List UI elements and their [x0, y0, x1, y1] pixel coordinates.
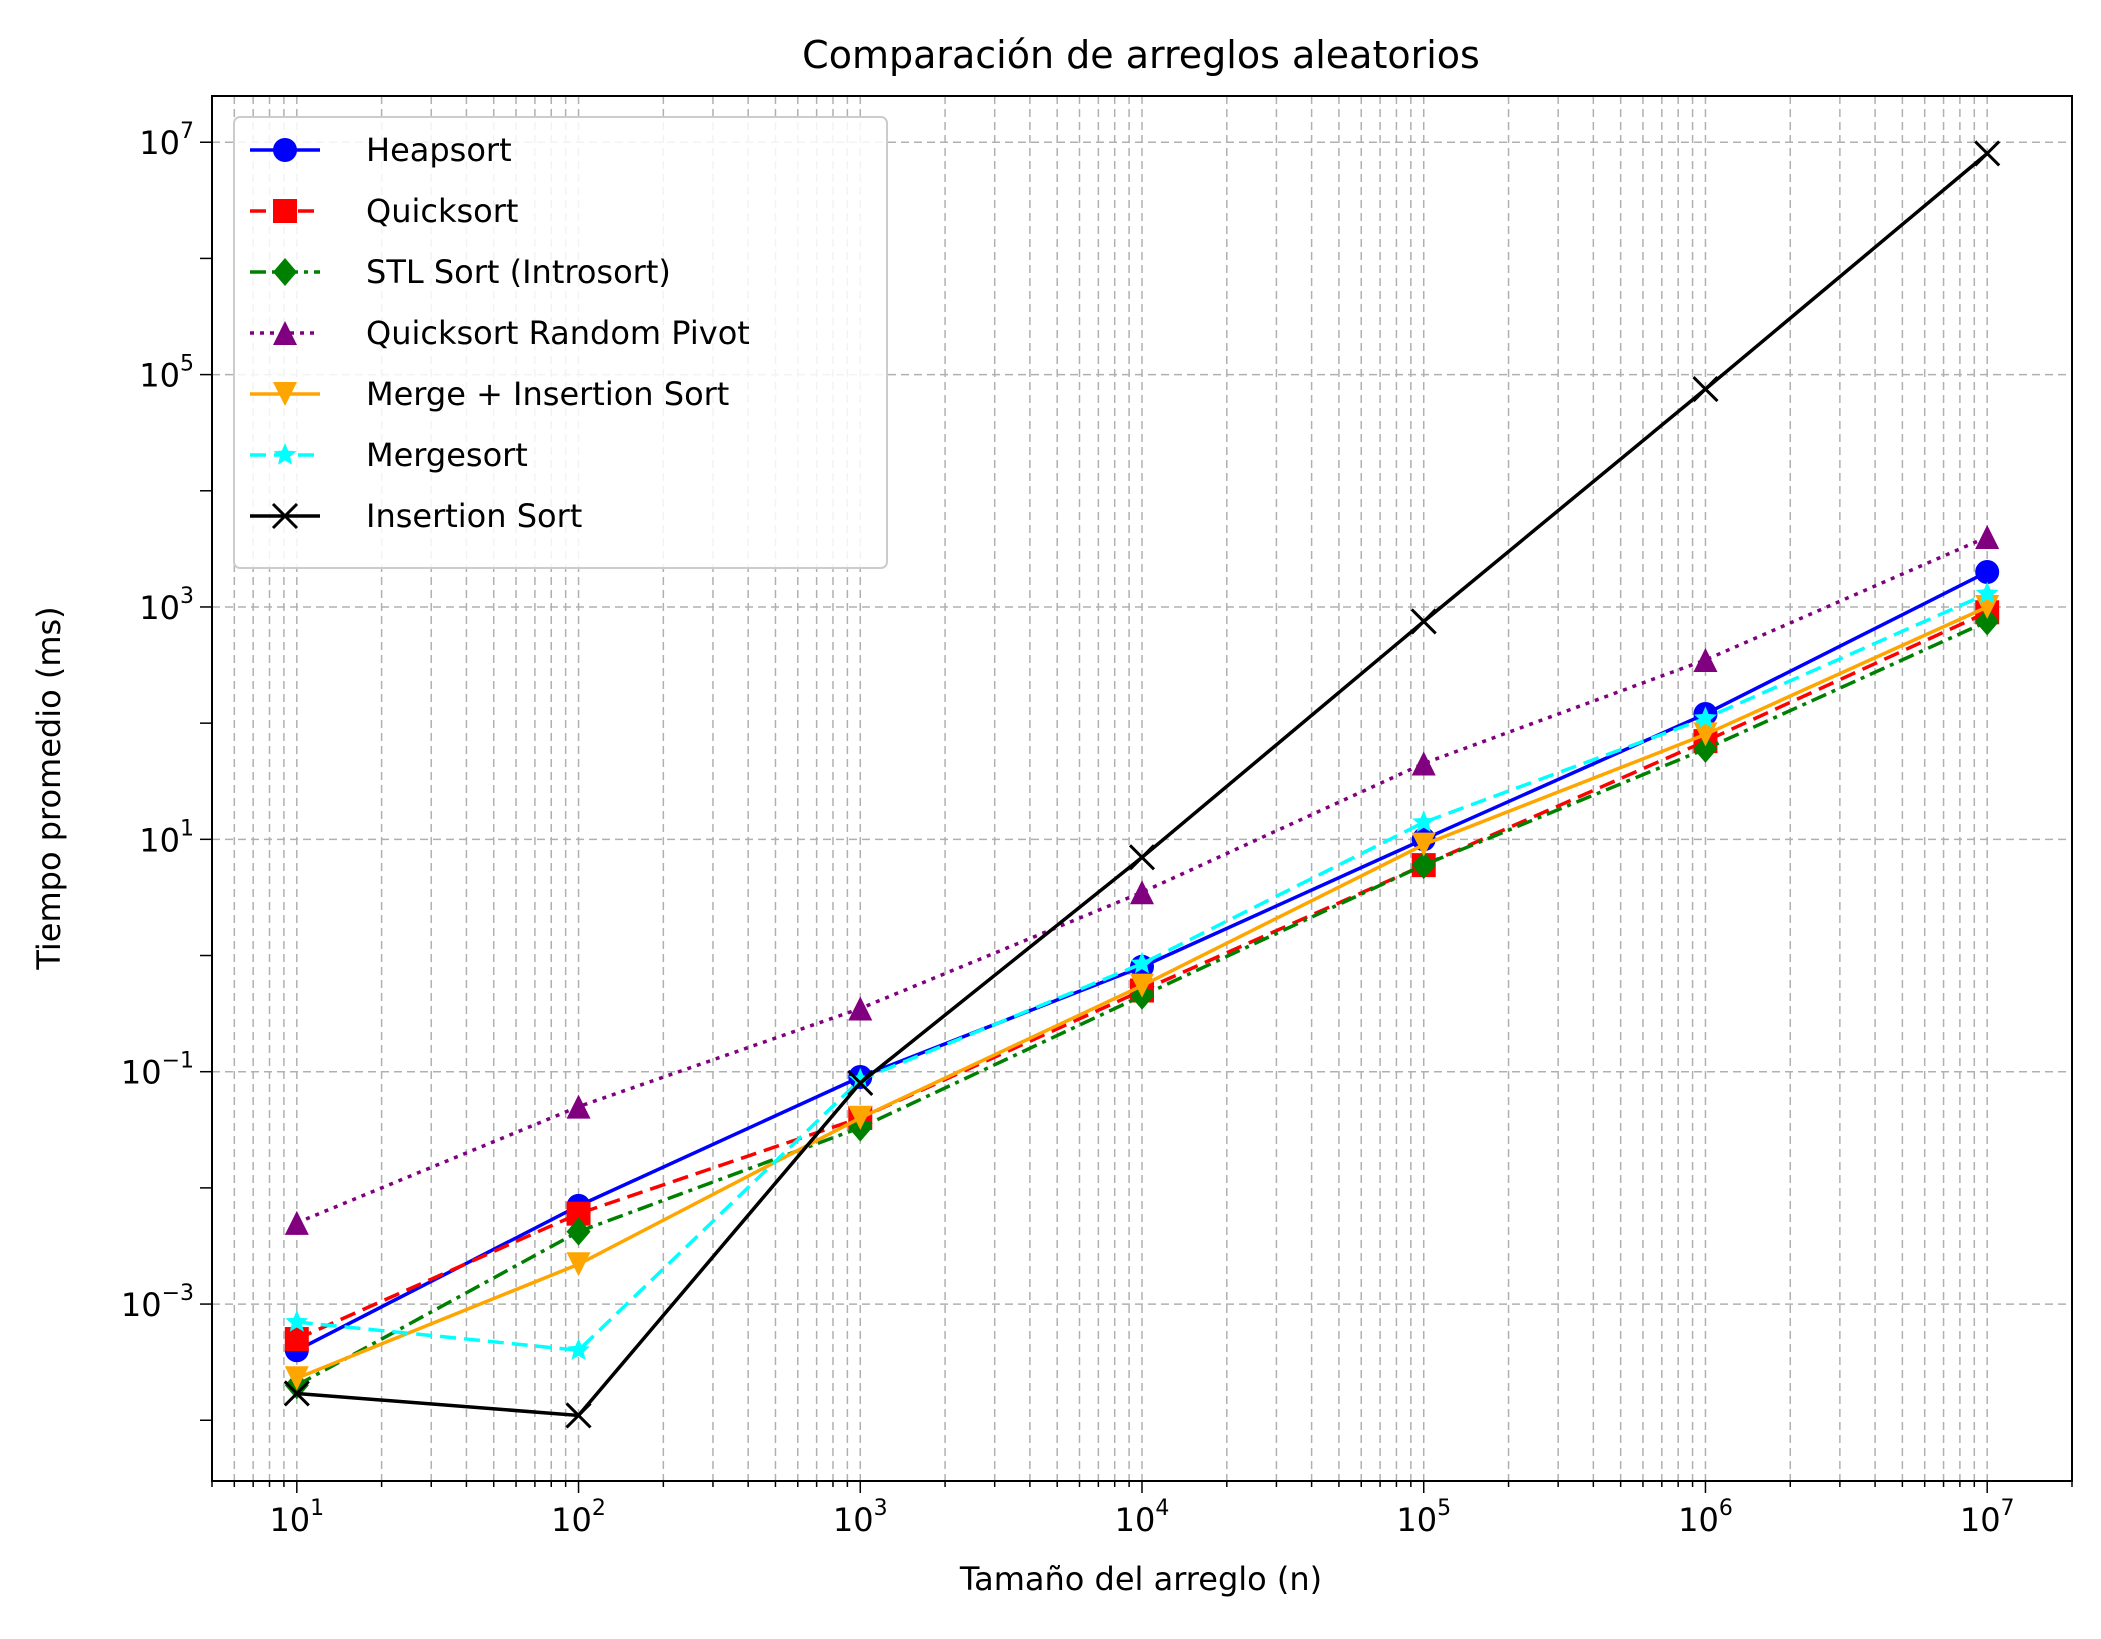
data-point — [1130, 880, 1154, 905]
data-point — [1975, 559, 2000, 584]
legend-marker — [273, 138, 297, 162]
series-layer — [283, 140, 2001, 1429]
data-point — [847, 1069, 874, 1097]
legend-marker — [273, 321, 297, 345]
data-point — [1694, 706, 1717, 729]
data-point — [848, 996, 873, 1021]
data-point — [1975, 581, 1999, 604]
x-tick-label: 104 — [1115, 1496, 1170, 1539]
legend-entry: STL Sort (Introsort) — [250, 253, 671, 291]
legend-entry: Mergesort — [250, 436, 528, 474]
y-tick-label: 107 — [139, 119, 194, 162]
x-tick-label: 102 — [551, 1496, 606, 1539]
series-quicksort-random-pivot — [284, 525, 2000, 1235]
legend-label: Merge + Insertion Sort — [366, 375, 729, 413]
legend-entry: Heapsort — [250, 131, 512, 169]
legend-marker — [273, 258, 297, 286]
data-point — [1693, 722, 1718, 747]
legend-label: STL Sort (Introsort) — [366, 253, 671, 291]
data-point — [1975, 607, 2000, 636]
data-point — [1411, 851, 1436, 880]
series-mergesort — [285, 581, 1999, 1361]
data-point — [283, 1380, 310, 1407]
data-point — [1975, 525, 2000, 550]
legend-marker — [273, 199, 297, 223]
legend-marker — [271, 502, 299, 530]
legend-entry: Quicksort — [250, 192, 518, 230]
data-point — [284, 1210, 309, 1235]
data-point — [1410, 608, 1437, 635]
data-point — [1412, 810, 1436, 833]
legend-label: Insertion Sort — [366, 497, 582, 535]
data-point — [1411, 751, 1436, 776]
series-insertion-sort — [283, 140, 2001, 1429]
legend-box — [233, 116, 888, 569]
data-point — [848, 1067, 872, 1090]
grid-lines — [211, 96, 2073, 1481]
data-point — [284, 1327, 309, 1352]
legend: Heapsort Quicksort STL Sort (Introsort) Qui… — [233, 116, 888, 569]
data-point — [567, 1338, 590, 1361]
data-point — [1411, 832, 1436, 857]
legend-entry: Merge + Insertion Sort — [250, 375, 729, 413]
data-point — [566, 1252, 591, 1277]
data-point — [1693, 734, 1718, 763]
x-axis-label: Tamaño del arreglo (n) — [959, 1560, 1322, 1598]
legend-marker — [273, 382, 297, 406]
x-axis: 101 102 103 104 105 106 107 — [211, 1481, 2073, 1539]
data-point — [566, 1094, 591, 1119]
data-point — [848, 1105, 873, 1130]
legend-entry: Quicksort Random Pivot — [250, 314, 750, 352]
data-point — [565, 1402, 592, 1429]
y-tick-label: 101 — [139, 816, 194, 859]
y-tick-label: 105 — [139, 352, 194, 395]
legend-label: Quicksort Random Pivot — [366, 314, 750, 352]
x-tick-label: 106 — [1678, 1496, 1733, 1539]
data-point — [1130, 951, 1154, 974]
legend-label: Mergesort — [366, 436, 528, 474]
data-point — [1128, 844, 1156, 871]
data-point — [285, 1310, 309, 1332]
data-point — [284, 1366, 309, 1391]
legend-label: Heapsort — [366, 131, 512, 169]
x-tick-label: 105 — [1396, 1496, 1451, 1539]
x-tick-label: 101 — [269, 1496, 324, 1539]
y-axis-label: Tiempo promedio (ms) — [30, 606, 68, 970]
legend-marker — [273, 443, 297, 465]
data-point — [1974, 140, 2001, 167]
y-tick-label: 103 — [139, 584, 194, 627]
y-axis: 10−3 10−1 101 103 105 107 — [121, 119, 212, 1422]
legend-label: Quicksort — [366, 192, 518, 230]
data-point — [1130, 973, 1154, 998]
x-tick-label: 103 — [833, 1496, 888, 1539]
data-point — [1692, 376, 1719, 403]
y-tick-label: 10−1 — [121, 1049, 194, 1092]
legend-entry: Insertion Sort — [250, 497, 582, 535]
data-point — [1693, 647, 1718, 672]
x-tick-label: 107 — [1960, 1496, 2015, 1539]
data-point — [566, 1217, 591, 1246]
chart-title: Comparación de arreglos aleatorios — [802, 33, 1480, 77]
y-tick-label: 10−3 — [121, 1281, 194, 1324]
